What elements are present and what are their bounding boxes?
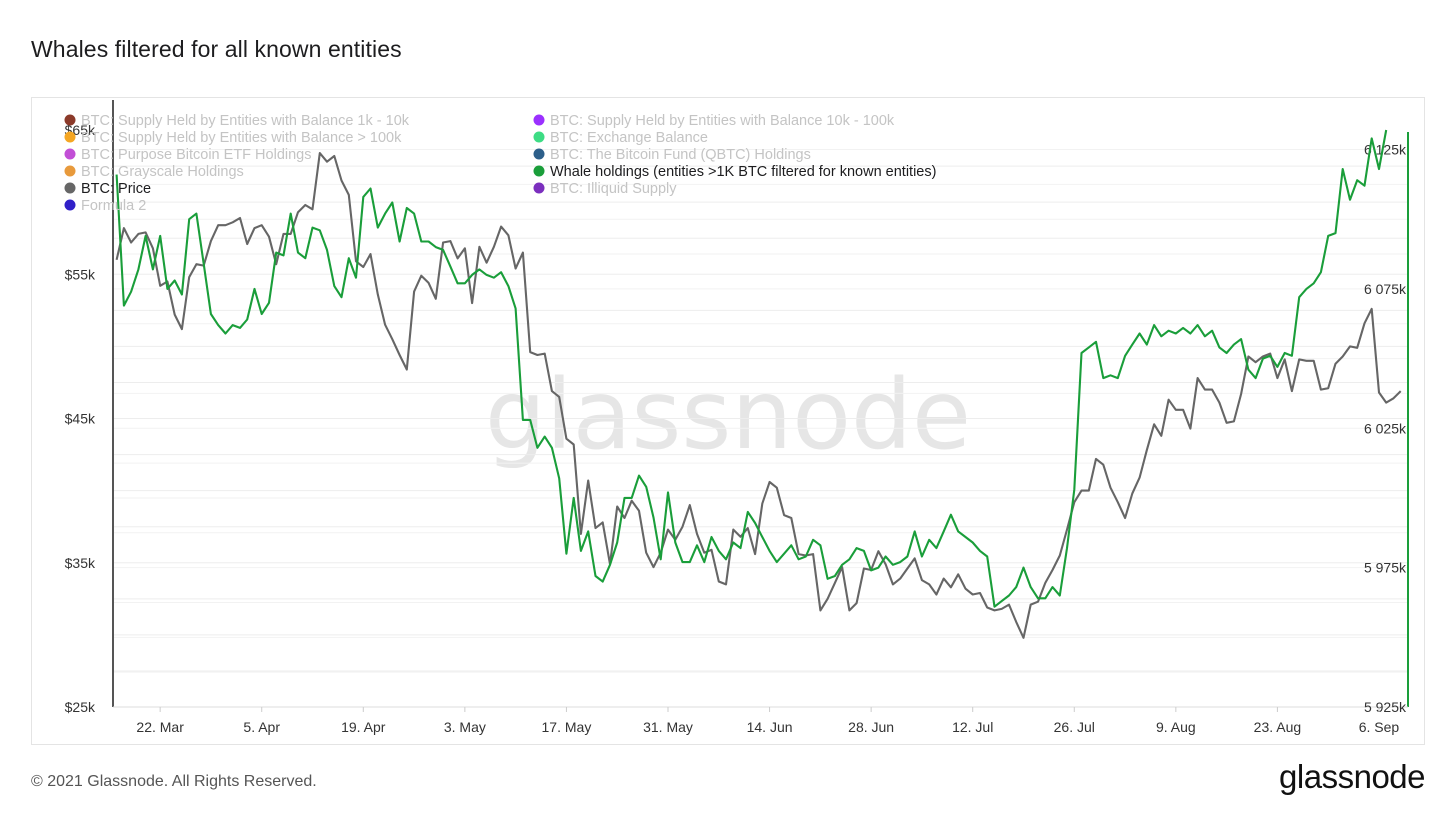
legend-label: Whale holdings (entities >1K BTC filtere… <box>550 164 936 180</box>
x-tick-label: 3. May <box>444 719 486 735</box>
legend-item[interactable]: BTC: The Bitcoin Fund (QBTC) Holdings <box>533 147 811 163</box>
copyright-text: © 2021 Glassnode. All Rights Reserved. <box>31 773 317 790</box>
left-tick-label: $25k <box>65 699 96 715</box>
legend-item[interactable]: BTC: Supply Held by Entities with Balanc… <box>533 113 895 129</box>
legend-item[interactable]: BTC: Exchange Balance <box>533 130 708 146</box>
legend-label: BTC: Supply Held by Entities with Balanc… <box>550 113 895 129</box>
legend-label: BTC: Price <box>81 181 151 197</box>
x-tick-label: 9. Aug <box>1156 719 1196 735</box>
glassnode-logo[interactable]: glassnode <box>1279 758 1425 795</box>
x-tick-label: 14. Jun <box>747 719 793 735</box>
legend-item[interactable]: BTC: Supply Held by Entities with Balanc… <box>64 113 410 129</box>
legend-item[interactable]: BTC: Grayscale Holdings <box>64 164 244 180</box>
legend-item[interactable]: BTC: Purpose Bitcoin ETF Holdings <box>64 147 312 163</box>
legend-swatch <box>64 131 76 143</box>
legend-label: BTC: Grayscale Holdings <box>81 164 244 180</box>
legend-item[interactable]: Formula 2 <box>64 198 147 214</box>
left-tick-label: $55k <box>65 266 96 282</box>
legend-swatch <box>533 114 545 126</box>
legend-swatch <box>64 182 76 194</box>
left-tick-label: $45k <box>65 411 96 427</box>
legend-label: BTC: The Bitcoin Fund (QBTC) Holdings <box>550 147 811 163</box>
legend-label: BTC: Exchange Balance <box>550 130 708 146</box>
legend-swatch <box>533 148 545 160</box>
right-tick-label: 5 925k <box>1364 699 1407 715</box>
legend-label: BTC: Supply Held by Entities with Balanc… <box>81 113 410 129</box>
legend-item[interactable]: BTC: Supply Held by Entities with Balanc… <box>64 130 403 146</box>
legend-swatch <box>533 165 545 177</box>
right-tick-label: 6 075k <box>1364 281 1407 297</box>
legend-item[interactable]: BTC: Illiquid Supply <box>533 181 678 197</box>
x-tick-label: 31. May <box>643 719 693 735</box>
legend-item[interactable]: BTC: Price <box>64 181 152 197</box>
legend-label: BTC: Illiquid Supply <box>550 181 677 197</box>
legend-swatch <box>64 165 76 177</box>
right-tick-label: 6 025k <box>1364 420 1407 436</box>
x-tick-label: 6. Sep <box>1359 719 1400 735</box>
x-tick-label: 12. Jul <box>952 719 993 735</box>
legend-swatch <box>533 182 545 194</box>
page-title: Whales filtered for all known entities <box>31 36 402 62</box>
legend-label: BTC: Supply Held by Entities with Balanc… <box>81 130 402 146</box>
legend-item[interactable]: Whale holdings (entities >1K BTC filtere… <box>533 164 937 180</box>
x-tick-label: 19. Apr <box>341 719 386 735</box>
x-tick-label: 28. Jun <box>848 719 894 735</box>
grid-lines <box>113 149 1408 708</box>
legend-swatch <box>64 114 76 126</box>
legend: BTC: Supply Held by Entities with Balanc… <box>64 113 937 214</box>
x-tick-label: 5. Apr <box>243 719 280 735</box>
x-tick-label: 23. Aug <box>1254 719 1302 735</box>
legend-swatch <box>64 199 76 211</box>
x-tick-label: 17. May <box>542 719 592 735</box>
watermark: glassnode <box>485 359 971 471</box>
whale-holdings-line <box>115 129 1388 608</box>
right-tick-label: 5 975k <box>1364 560 1407 576</box>
chart-frame <box>31 97 1425 745</box>
x-tick-label: 22. Mar <box>136 719 184 735</box>
legend-label: BTC: Purpose Bitcoin ETF Holdings <box>81 147 311 163</box>
legend-swatch <box>64 148 76 160</box>
x-tick-label: 26. Jul <box>1054 719 1095 735</box>
legend-swatch <box>533 131 545 143</box>
series-lines <box>115 129 1402 639</box>
legend-label: Formula 2 <box>81 198 146 214</box>
left-tick-label: $35k <box>65 555 96 571</box>
